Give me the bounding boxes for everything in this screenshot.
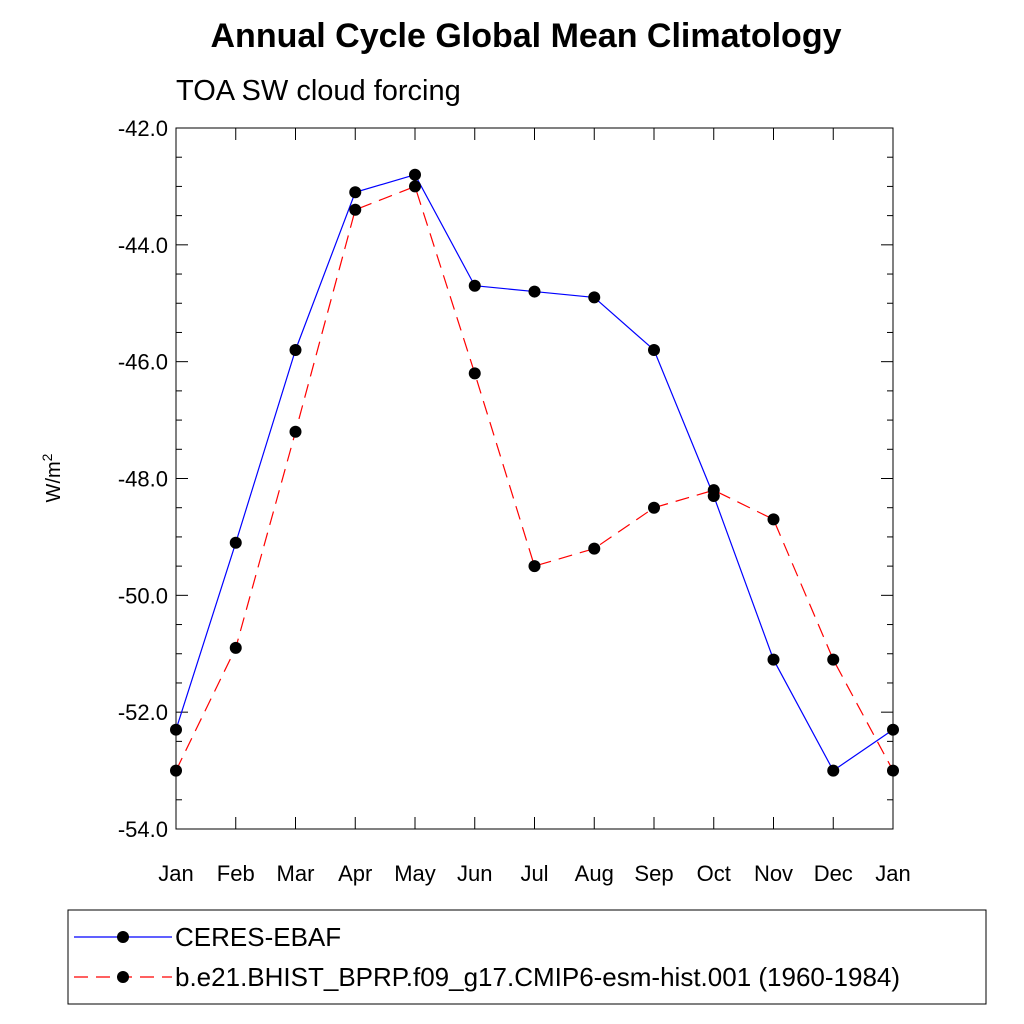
data-point-series-2 — [767, 513, 780, 526]
y-tick-label: -52.0 — [118, 700, 168, 725]
plot-frame — [175, 127, 894, 830]
x-tick-label: Jul — [520, 861, 548, 886]
data-point-series-1 — [289, 343, 302, 356]
y-tick-label: -46.0 — [118, 350, 168, 375]
legend-box — [67, 909, 987, 1005]
data-point-series-1 — [588, 291, 601, 304]
y-axis-label-unit: W/m — [43, 461, 65, 502]
legend-label-1: CERES-EBAF — [175, 922, 341, 952]
x-tick-label: Aug — [575, 861, 614, 886]
data-point-series-2 — [648, 501, 660, 514]
data-point-series-2 — [170, 764, 182, 777]
data-point-series-1 — [887, 723, 899, 736]
data-point-series-2 — [349, 203, 362, 216]
series-line-1 — [175, 174, 894, 772]
data-point-series-1 — [170, 723, 182, 736]
data-point-series-1 — [827, 764, 840, 777]
series-layer — [170, 168, 899, 777]
y-axis-label-superscript: 2 — [39, 453, 55, 461]
chart-title: Annual Cycle Global Mean Climatology — [211, 17, 842, 55]
x-tick-label: Sep — [634, 861, 673, 886]
data-point-series-2 — [289, 425, 302, 438]
data-point-series-2 — [707, 484, 720, 497]
minor-ticks — [176, 156, 893, 801]
x-tick-label: Dec — [814, 861, 853, 886]
y-axis: -54.0 -52.0 -50.0 -48.0 -46.0 -44.0 -42.0 — [118, 116, 893, 842]
y-tick-label: -50.0 — [118, 583, 168, 608]
data-point-series-1 — [349, 186, 362, 199]
legend-label-2: b.e21.BHIST_BPRP.f09_g17.CMIP6-esm-hist.… — [175, 962, 900, 992]
legend-marker-2 — [117, 971, 129, 983]
data-point-series-1 — [528, 285, 541, 298]
data-point-series-1 — [468, 279, 481, 292]
data-point-series-2 — [229, 641, 242, 654]
legend: CERES-EBAF b.e21.BHIST_BPRP.f09_g17.CMIP6… — [74, 922, 900, 992]
data-point-series-2 — [528, 560, 541, 573]
x-tick-label: Jan — [875, 861, 910, 886]
y-axis-label: W/m2 — [39, 453, 65, 502]
data-point-series-2 — [827, 653, 840, 666]
y-tick-label: -48.0 — [118, 467, 168, 492]
data-point-series-1 — [229, 536, 242, 549]
x-tick-label: Oct — [697, 861, 731, 886]
data-point-series-2 — [468, 367, 481, 380]
y-tick-label: -44.0 — [118, 233, 168, 258]
y-tick-label: -42.0 — [118, 116, 168, 141]
x-tick-label: May — [394, 861, 436, 886]
y-tick-label: -54.0 — [118, 817, 168, 842]
data-point-series-2 — [588, 542, 601, 555]
x-tick-label: Feb — [217, 861, 255, 886]
legend-marker-1 — [117, 931, 129, 943]
data-point-series-2 — [409, 180, 421, 193]
x-tick-label: Mar — [277, 861, 315, 886]
data-point-series-1 — [767, 653, 780, 666]
chart-subtitle: TOA SW cloud forcing — [176, 75, 461, 107]
x-tick-label: Nov — [754, 861, 793, 886]
x-tick-label: Jun — [457, 861, 492, 886]
x-tick-label: Jan — [158, 861, 193, 886]
x-tick-label: Apr — [338, 861, 372, 886]
x-axis: Jan Feb Mar Apr May Jun Jul Aug Sep Oct Nov Dec Jan — [158, 128, 911, 886]
data-point-series-1 — [648, 343, 660, 356]
data-point-series-1 — [409, 168, 421, 181]
data-point-series-2 — [887, 764, 899, 777]
